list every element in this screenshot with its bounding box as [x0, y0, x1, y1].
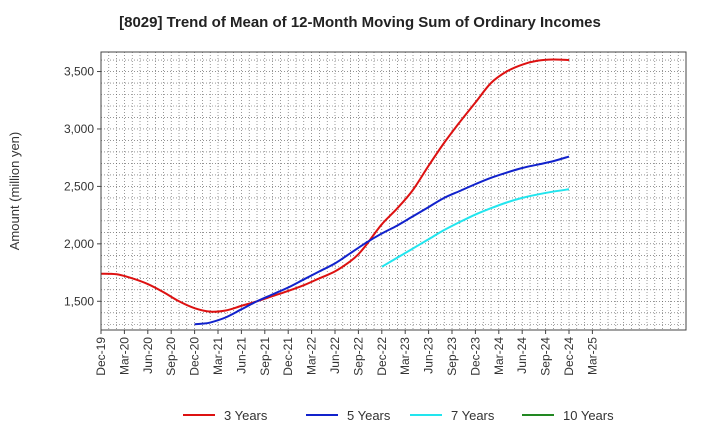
x-tick-label: Dec-19	[94, 337, 108, 376]
chart-title: [8029] Trend of Mean of 12-Month Moving …	[119, 14, 601, 31]
legend-label: 5 Years	[347, 408, 391, 423]
y-tick-label: 2,500	[64, 179, 94, 193]
y-axis-label: Amount (million yen)	[7, 132, 22, 251]
x-tick-label: Mar-24	[492, 337, 506, 375]
legend-item-10-years: 10 Years	[522, 408, 614, 423]
x-tick-label: Mar-23	[398, 337, 412, 375]
x-tick-label: Mar-22	[305, 337, 319, 375]
legend: 3 Years 5 Years 7 Years 10 Years	[183, 408, 614, 423]
series-line-3-years	[100, 58, 570, 313]
x-tick-label: Sep-22	[351, 337, 365, 376]
x-tick-label: Mar-20	[117, 337, 131, 375]
grid	[101, 52, 686, 330]
legend-item-3-years: 3 Years	[183, 408, 268, 423]
plot-frame	[100, 51, 687, 331]
legend-label: 7 Years	[451, 408, 495, 423]
y-tick-label: 3,500	[64, 65, 94, 79]
x-tick-label: Mar-21	[211, 337, 225, 375]
x-tick-label: Mar-25	[585, 337, 599, 375]
x-tick-label: Dec-24	[562, 337, 576, 376]
series-line-5-years	[194, 155, 570, 326]
x-tick-label: Dec-23	[468, 337, 482, 376]
y-tick-label: 2,000	[64, 237, 94, 251]
legend-label: 10 Years	[563, 408, 614, 423]
x-tick-label: Sep-20	[164, 337, 178, 376]
x-tick-label: Dec-22	[375, 337, 389, 376]
y-axis-ticks: 1,500 2,000 2,500 3,000 3,500	[64, 65, 101, 308]
x-tick-label: Sep-24	[539, 337, 553, 376]
x-tick-label: Sep-23	[445, 337, 459, 376]
x-tick-label: Jun-21	[234, 337, 248, 374]
legend-label: 3 Years	[224, 408, 268, 423]
y-tick-label: 1,500	[64, 294, 94, 308]
x-tick-label: Dec-21	[281, 337, 295, 376]
x-tick-label: Dec-20	[188, 337, 202, 376]
plot-area	[101, 52, 686, 330]
legend-item-5-years: 5 Years	[306, 408, 391, 423]
x-axis-ticks: Dec-19 Mar-20 Jun-20 Sep-20 Dec-20 Mar-21 Jun-…	[94, 330, 599, 376]
x-tick-label: Sep-21	[258, 337, 272, 376]
x-tick-label: Jun-23	[422, 337, 436, 374]
x-tick-label: Jun-22	[328, 337, 342, 374]
x-tick-label: Jun-20	[141, 337, 155, 374]
y-tick-label: 3,000	[64, 122, 94, 136]
legend-item-7-years: 7 Years	[410, 408, 495, 423]
series-layer	[100, 58, 570, 326]
x-tick-label: Jun-24	[515, 337, 529, 374]
series-line-7-years	[381, 188, 570, 268]
